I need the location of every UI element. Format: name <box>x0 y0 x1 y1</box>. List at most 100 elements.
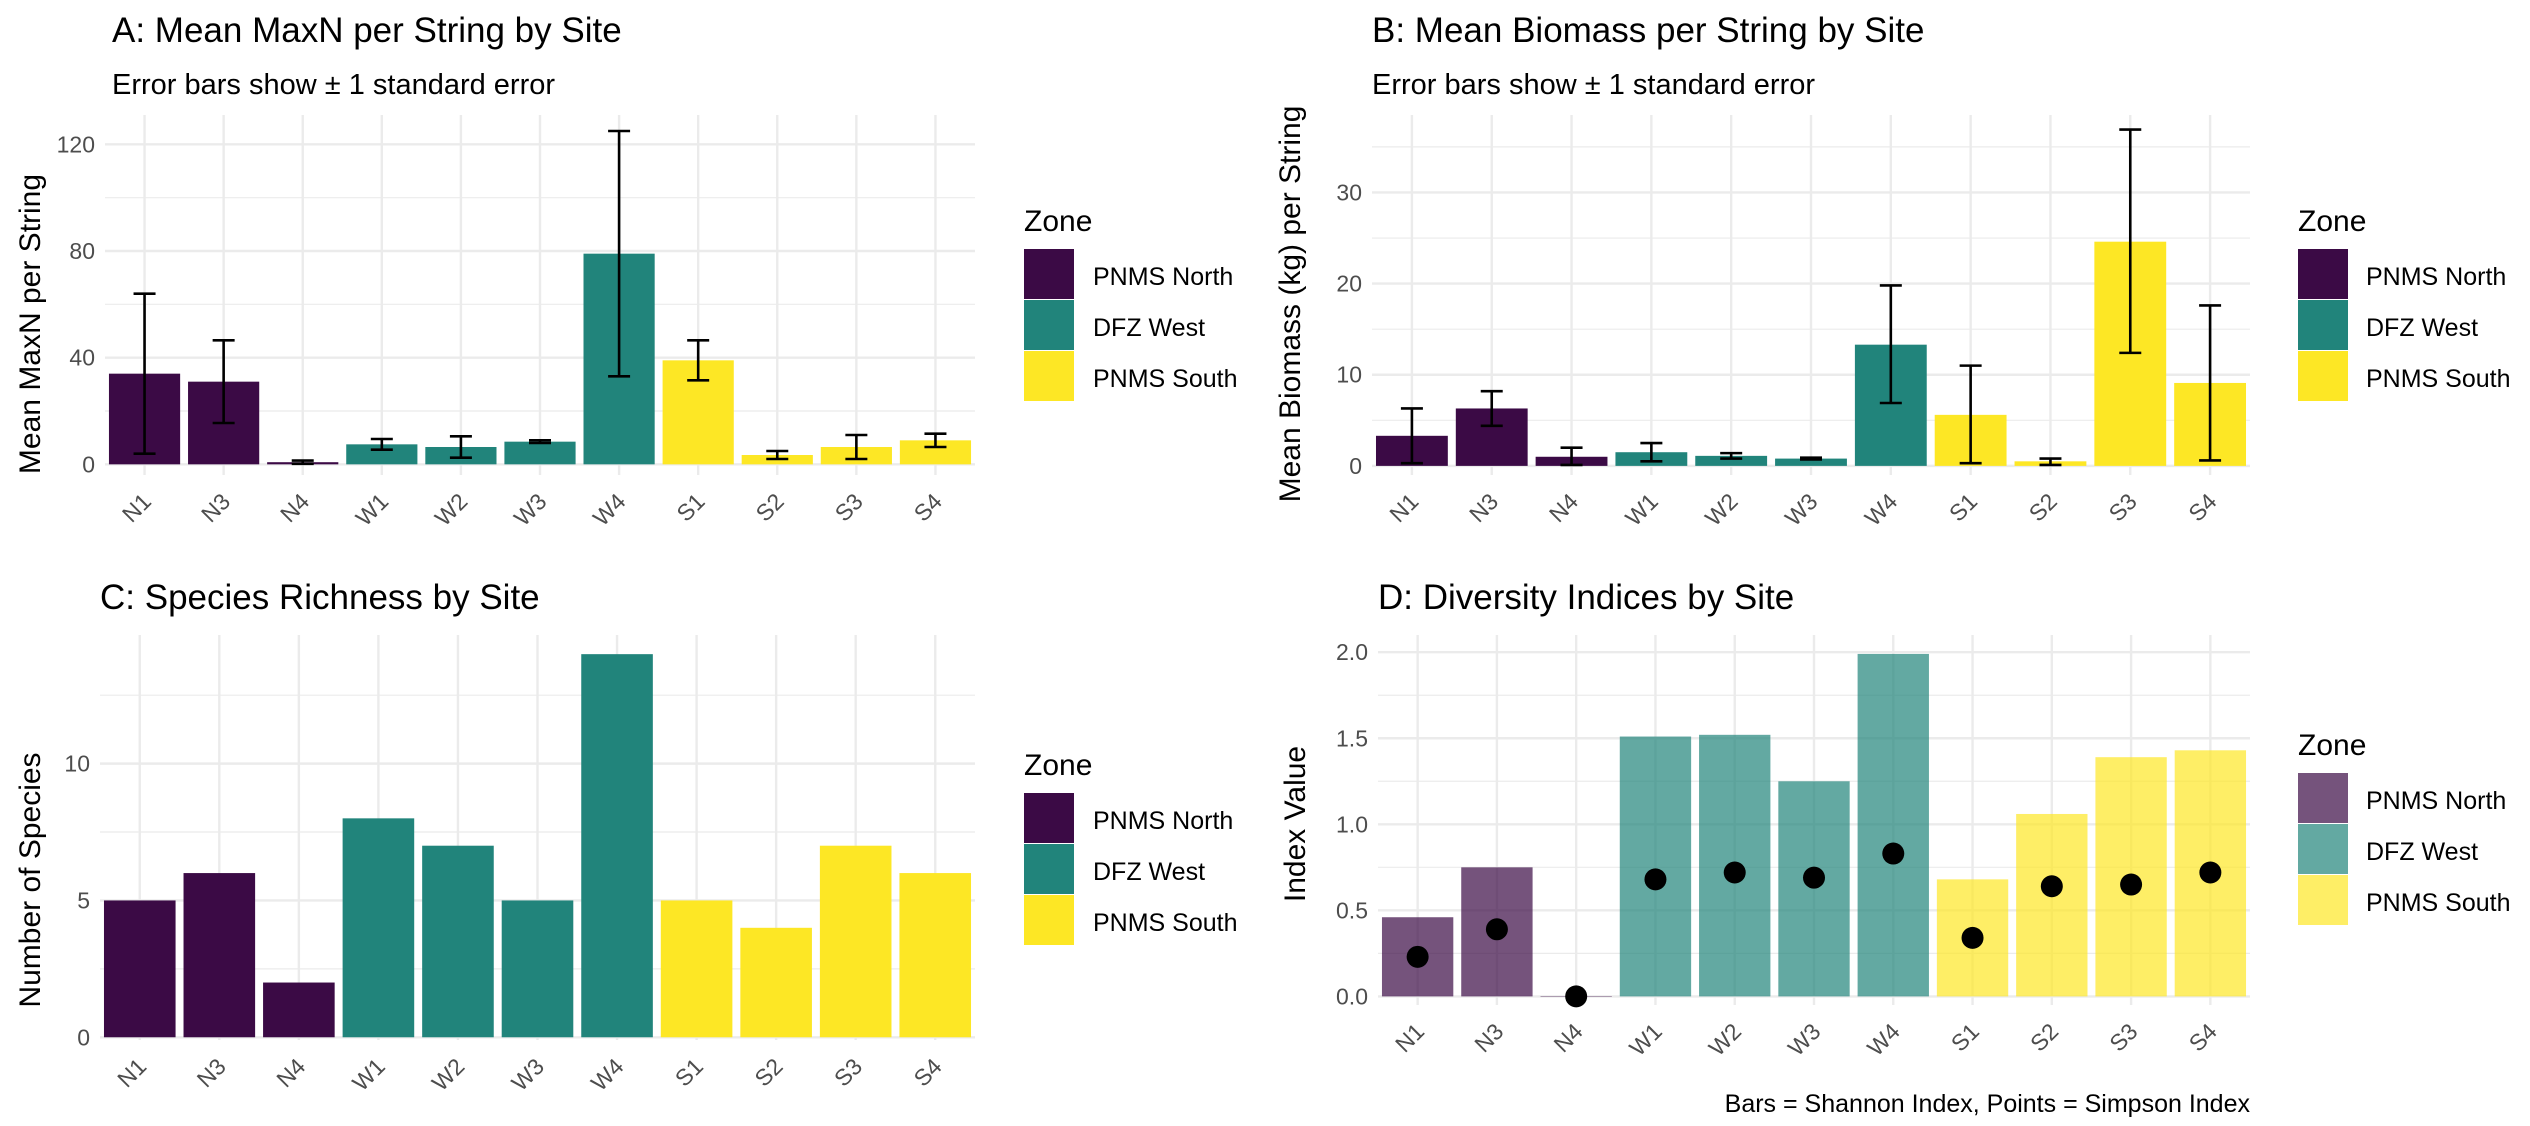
panel-d-x-tick-label: N4 <box>1549 1018 1588 1057</box>
panel-d-point-w2 <box>1723 861 1746 884</box>
panel-c-y-axis-label: Number of Species <box>14 752 47 1007</box>
panel-a-x-tick-label: N3 <box>196 488 235 527</box>
panel-a-title: A: Mean MaxN per String by Site <box>112 11 622 50</box>
panel-c-legend: Zone PNMS North DFZ West PNMS South <box>1024 749 1238 945</box>
panel-d-y-tick-label: 0.0 <box>1336 983 1368 1009</box>
panel-a-y-axis-label: Mean MaxN per String <box>14 174 47 474</box>
panel-c-bar-n1 <box>103 900 176 1038</box>
panel-d-x-tick-label: W3 <box>1783 1018 1826 1061</box>
panel-d-point-w3 <box>1803 866 1825 889</box>
legend-label-pnms-north: PNMS North <box>2366 263 2506 291</box>
panel-a-x-tick-label: S1 <box>671 488 709 526</box>
legend-swatch-pnms-north <box>2298 249 2348 299</box>
panel-c-x-tick-label: N1 <box>112 1053 151 1092</box>
panel-c-x-tick-label: W4 <box>586 1053 629 1096</box>
legend-swatch-pnms-north <box>1024 793 1074 843</box>
panel-d-x-tick-label: N3 <box>1469 1018 1508 1057</box>
panel-a-x-tick-label: S4 <box>909 488 947 526</box>
panel-d-bar-s2 <box>2016 813 2088 997</box>
panel-d-x-tick-label: S2 <box>2025 1018 2063 1056</box>
panel-b-y-tick-label: 20 <box>1336 271 1362 297</box>
panel-d-plot: 0.0 0.5 1.0 1.5 2.0 N1 N3 N4 W1 W2 W3 W4 S1 S2 S3 S4 <box>1336 635 2250 1061</box>
panel-c: C: Species Richness by Site Number of Sp… <box>14 578 1238 1096</box>
panel-b-x-tick-label: S2 <box>2024 488 2062 526</box>
panel-c-bar-w2 <box>422 845 494 1038</box>
legend-swatch-pnms-south <box>2298 351 2348 401</box>
panel-c-bar-s1 <box>660 900 733 1038</box>
panel-d-x-tick-label: N1 <box>1390 1018 1429 1057</box>
panel-a-x-tick-label: W3 <box>509 488 552 531</box>
panel-c-x-tick-label: S3 <box>829 1053 867 1091</box>
panel-a-x-tick-label: S2 <box>751 488 789 526</box>
panel-c-x-tick-label: W1 <box>347 1053 390 1096</box>
legend-label-pnms-south: PNMS South <box>1093 365 1238 393</box>
panel-b-legend-title: Zone <box>2298 205 2366 238</box>
panel-c-bar-w4 <box>581 654 653 1038</box>
legend-label-pnms-north: PNMS North <box>1093 263 1233 291</box>
legend-label-dfz-west: DFZ West <box>1093 314 1205 342</box>
panel-b-y-tick-label: 10 <box>1336 362 1362 388</box>
panel-d-title: D: Diversity Indices by Site <box>1378 578 1794 617</box>
panel-c-title: C: Species Richness by Site <box>100 578 540 617</box>
legend-swatch-pnms-south <box>1024 351 1074 401</box>
panel-c-bar-s4 <box>899 873 972 1038</box>
panel-d-y-tick-label: 1.0 <box>1336 811 1368 837</box>
panel-a-x-tick-label: N4 <box>275 488 314 527</box>
legend-label-pnms-south: PNMS South <box>2366 889 2511 917</box>
panel-c-y-tick-label: 0 <box>77 1024 90 1050</box>
panel-d-x-tick-label: S3 <box>2104 1018 2142 1056</box>
panel-a-bar-w3 <box>504 441 576 465</box>
panel-a: A: Mean MaxN per String by Site Error ba… <box>14 11 1238 531</box>
panel-b-x-tick-label: W2 <box>1700 488 1743 531</box>
panel-b-legend: Zone PNMS North DFZ West PNMS South <box>2298 205 2511 401</box>
panel-d-x-tick-label: W4 <box>1862 1018 1905 1061</box>
panel-c-bar-s3 <box>819 845 892 1038</box>
panel-a-bar-w1 <box>346 444 418 465</box>
panel-d-point-s2 <box>2040 875 2063 898</box>
panel-a-legend-title: Zone <box>1024 205 1092 238</box>
panel-d-point-n4 <box>1565 985 1588 1008</box>
panel-c-x-tick-label: W3 <box>506 1053 549 1096</box>
panel-d-bar-w1 <box>1619 736 1692 997</box>
panel-d-point-s3 <box>2120 873 2143 896</box>
legend-label-pnms-north: PNMS North <box>2366 787 2506 815</box>
panel-c-bar-w1 <box>342 818 415 1038</box>
panel-b-y-tick-label: 0 <box>1349 453 1362 479</box>
panel-c-y-tick-label: 5 <box>77 887 90 913</box>
panel-d-y-axis-label: Index Value <box>1279 746 1312 902</box>
panel-c-x-tick-label: S4 <box>908 1053 946 1091</box>
panel-b-plot: 0 10 20 30 N1 N3 N4 W1 W2 W3 W4 S1 S2 S3 S4 <box>1336 115 2250 531</box>
panel-a-x-tick-label: W1 <box>351 488 394 531</box>
panel-b-title: B: Mean Biomass per String by Site <box>1372 11 1924 50</box>
panel-c-bar-w3 <box>501 900 574 1038</box>
panel-d-footnote: Bars = Shannon Index, Points = Simpson I… <box>1725 1090 2251 1118</box>
panel-c-bar-n4 <box>263 982 335 1038</box>
panel-b-x-tick-label: W4 <box>1860 488 1903 531</box>
panel-d-y-tick-label: 1.5 <box>1336 725 1368 751</box>
panel-c-x-tick-label: S2 <box>749 1053 787 1091</box>
panel-b-x-tick-label: W1 <box>1620 488 1663 531</box>
panel-b-x-tick-label: S1 <box>1944 488 1982 526</box>
panel-c-x-tick-label: S1 <box>670 1053 708 1091</box>
legend-label-pnms-south: PNMS South <box>1093 909 1238 937</box>
legend-swatch-dfz-west <box>2298 300 2348 350</box>
panel-c-x-tick-label: W2 <box>427 1053 470 1096</box>
legend-swatch-pnms-south <box>2298 875 2348 925</box>
panel-a-y-tick-label: 80 <box>69 238 95 264</box>
legend-label-dfz-west: DFZ West <box>2366 838 2478 866</box>
panel-c-legend-title: Zone <box>1024 749 1092 782</box>
panel-b: B: Mean Biomass per String by Site Error… <box>1274 11 2511 531</box>
legend-swatch-pnms-north <box>2298 773 2348 823</box>
panel-a-y-tick-label: 40 <box>69 345 95 371</box>
legend-swatch-dfz-west <box>2298 824 2348 874</box>
panel-a-x-tick-label: W4 <box>588 488 631 531</box>
panel-a-legend: Zone PNMS North DFZ West PNMS South <box>1024 205 1238 401</box>
panel-d-legend: Zone PNMS North DFZ West PNMS South <box>2298 729 2511 925</box>
panel-d: D: Diversity Indices by Site Index Value… <box>1279 578 2511 1118</box>
panel-a-y-tick-label: 120 <box>57 131 95 157</box>
legend-label-pnms-north: PNMS North <box>1093 807 1233 835</box>
panel-c-y-tick-label: 10 <box>64 751 90 777</box>
panel-c-x-tick-label: N4 <box>271 1053 310 1092</box>
panel-a-subtitle: Error bars show ± 1 standard error <box>112 69 555 101</box>
